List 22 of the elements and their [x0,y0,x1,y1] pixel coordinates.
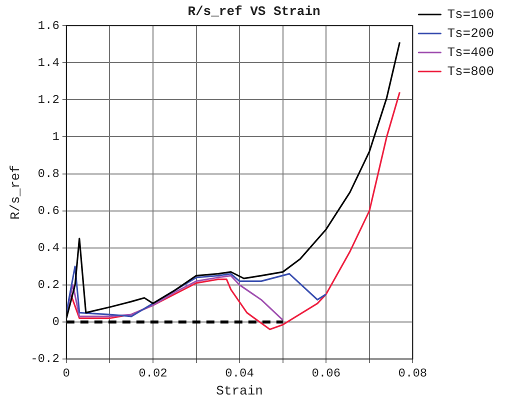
y-tick-label: 0.8 [38,166,60,181]
y-tick-label: 0.2 [38,278,60,292]
y-tick-label: 1 [52,130,60,144]
y-tick-label: 0.6 [38,204,60,218]
y-axis-title: R/s_ref [8,164,24,220]
y-tick-label: -0.2 [30,352,60,366]
legend-label: Ts=800 [447,64,494,79]
legend-label: Ts=100 [447,6,494,22]
y-tick-label: 0 [52,315,60,330]
y-tick-label: 0.4 [38,241,60,256]
x-tick-label: 0.04 [225,366,254,380]
x-tick-label: 0.02 [138,366,168,380]
x-tick-label: 0.08 [398,366,428,380]
legend-label: Ts=200 [447,26,494,41]
chart-title: R/s_ref VS Strain [188,4,321,20]
x-axis-title: Strain [216,384,263,399]
y-tick-label: 1.6 [38,18,60,33]
y-tick-label: 1.2 [38,92,60,107]
legend-label: Ts=400 [447,44,494,60]
x-tick-label: 0.06 [312,366,341,380]
x-tick-label: 0 [62,366,70,380]
y-tick-label: 1.4 [38,56,60,70]
